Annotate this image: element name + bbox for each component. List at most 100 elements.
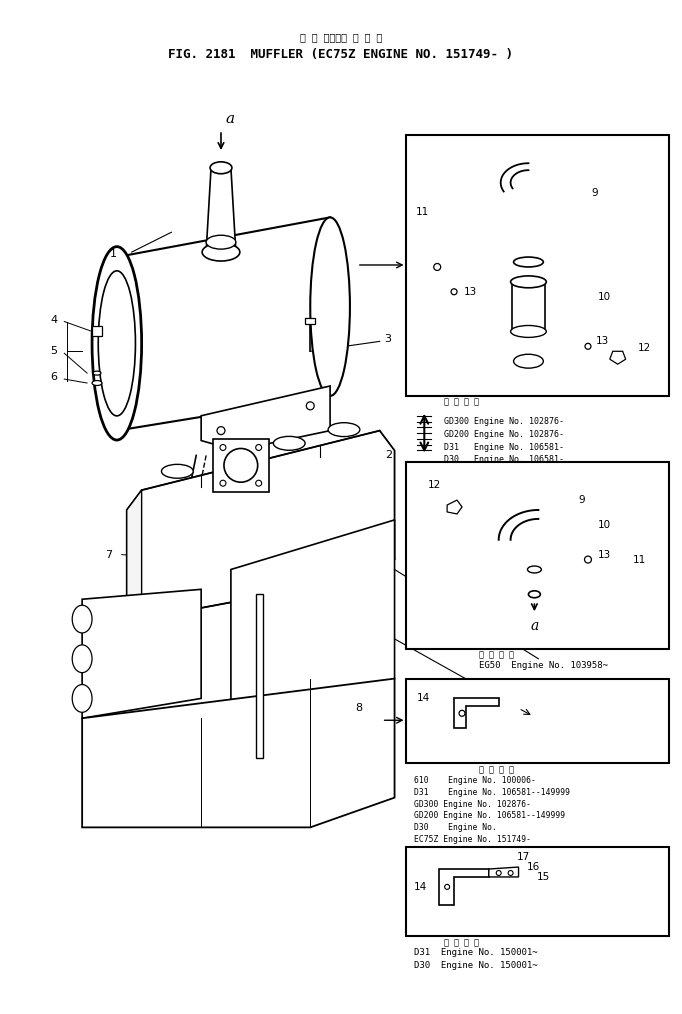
Text: 適 用 号 機: 適 用 号 機 xyxy=(479,765,514,774)
Text: 1: 1 xyxy=(110,249,117,260)
Text: D30   Engine No. 106581-: D30 Engine No. 106581- xyxy=(444,455,564,464)
Ellipse shape xyxy=(202,243,240,261)
Ellipse shape xyxy=(496,870,501,875)
Text: EG50  Engine No. 103958~: EG50 Engine No. 103958~ xyxy=(479,661,608,669)
Text: マ フ ラ　　適 用 号 機: マ フ ラ 適 用 号 機 xyxy=(300,31,382,42)
Polygon shape xyxy=(231,520,395,728)
Polygon shape xyxy=(127,431,395,620)
Text: 13: 13 xyxy=(464,287,477,297)
Ellipse shape xyxy=(514,258,544,267)
Ellipse shape xyxy=(459,711,465,716)
Text: 9: 9 xyxy=(591,188,597,198)
Text: a: a xyxy=(531,620,539,633)
Polygon shape xyxy=(127,490,142,639)
Ellipse shape xyxy=(451,289,457,295)
Ellipse shape xyxy=(529,591,540,598)
Ellipse shape xyxy=(220,481,226,486)
Text: 16: 16 xyxy=(527,862,539,872)
Polygon shape xyxy=(92,327,102,337)
Text: 3: 3 xyxy=(385,335,391,345)
Ellipse shape xyxy=(306,402,314,410)
Text: EC75Z Engine No. 151749-: EC75Z Engine No. 151749- xyxy=(415,836,531,845)
Ellipse shape xyxy=(328,423,360,437)
Ellipse shape xyxy=(92,246,142,440)
Text: GD300 Engine No. 102876-: GD300 Engine No. 102876- xyxy=(444,417,564,426)
Ellipse shape xyxy=(585,344,591,349)
Text: 17: 17 xyxy=(516,852,530,862)
Ellipse shape xyxy=(445,884,449,889)
Polygon shape xyxy=(256,594,263,757)
Polygon shape xyxy=(213,439,269,492)
Text: 7: 7 xyxy=(105,550,112,560)
Text: 9: 9 xyxy=(578,495,584,505)
Ellipse shape xyxy=(72,645,92,672)
Ellipse shape xyxy=(310,217,350,395)
Text: 15: 15 xyxy=(537,872,550,882)
Text: 10: 10 xyxy=(598,292,611,302)
Text: 610    Engine No. 100006-: 610 Engine No. 100006- xyxy=(415,776,536,785)
Ellipse shape xyxy=(511,325,546,338)
Ellipse shape xyxy=(216,450,248,464)
Polygon shape xyxy=(610,351,625,364)
Bar xyxy=(406,462,669,649)
Ellipse shape xyxy=(584,556,591,563)
Text: 8: 8 xyxy=(355,704,362,713)
Ellipse shape xyxy=(217,427,225,435)
Bar xyxy=(406,678,669,763)
Text: 10: 10 xyxy=(598,520,611,530)
Polygon shape xyxy=(512,282,546,332)
Polygon shape xyxy=(201,386,330,450)
Ellipse shape xyxy=(206,235,236,249)
Ellipse shape xyxy=(98,271,136,416)
Ellipse shape xyxy=(514,354,544,368)
Text: a: a xyxy=(226,113,235,126)
Text: 14: 14 xyxy=(417,694,430,704)
Ellipse shape xyxy=(72,684,92,712)
Text: 5: 5 xyxy=(50,346,57,356)
Ellipse shape xyxy=(93,371,101,375)
Text: 13: 13 xyxy=(596,337,609,347)
Text: D31   Engine No. 106581-: D31 Engine No. 106581- xyxy=(444,442,564,451)
Ellipse shape xyxy=(220,444,226,450)
Ellipse shape xyxy=(72,605,92,633)
Text: 2: 2 xyxy=(385,450,391,460)
Ellipse shape xyxy=(449,504,458,512)
Ellipse shape xyxy=(256,444,262,450)
Polygon shape xyxy=(82,678,395,827)
Text: 14: 14 xyxy=(414,882,428,892)
Text: 12: 12 xyxy=(638,344,651,353)
Bar xyxy=(406,848,669,937)
Ellipse shape xyxy=(527,566,542,573)
Text: 6: 6 xyxy=(50,372,57,382)
Text: FIG. 2181  MUFFLER (EC75Z ENGINE NO. 151749- ): FIG. 2181 MUFFLER (EC75Z ENGINE NO. 1517… xyxy=(168,48,514,61)
Text: 13: 13 xyxy=(598,550,611,560)
Polygon shape xyxy=(447,500,462,514)
Text: D30  Engine No. 150001~: D30 Engine No. 150001~ xyxy=(415,961,538,970)
Polygon shape xyxy=(489,867,518,877)
Ellipse shape xyxy=(508,870,513,875)
Ellipse shape xyxy=(511,276,546,288)
Bar xyxy=(406,135,669,395)
Ellipse shape xyxy=(614,354,622,362)
Text: 適 用 号 機: 適 用 号 機 xyxy=(444,938,479,947)
Text: 12: 12 xyxy=(428,481,441,490)
Polygon shape xyxy=(439,869,489,904)
Ellipse shape xyxy=(210,162,232,173)
Ellipse shape xyxy=(162,464,193,479)
Ellipse shape xyxy=(434,264,441,271)
Text: D31  Engine No. 150001~: D31 Engine No. 150001~ xyxy=(415,948,538,957)
Ellipse shape xyxy=(92,380,102,385)
Text: 適 用 号 機: 適 用 号 機 xyxy=(444,397,479,407)
Text: 11: 11 xyxy=(416,208,429,217)
Polygon shape xyxy=(454,699,499,728)
Polygon shape xyxy=(444,337,608,386)
Polygon shape xyxy=(82,589,201,718)
Text: 11: 11 xyxy=(633,555,646,565)
Text: GD300 Engine No. 102876-: GD300 Engine No. 102876- xyxy=(415,800,531,808)
Text: 4: 4 xyxy=(50,314,57,324)
Text: 適 用 号 機: 適 用 号 機 xyxy=(479,651,514,660)
Polygon shape xyxy=(306,317,315,323)
Text: GD200 Engine No. 106581--149999: GD200 Engine No. 106581--149999 xyxy=(415,811,565,820)
Text: D30    Engine No.: D30 Engine No. xyxy=(415,823,497,832)
Ellipse shape xyxy=(256,481,262,486)
